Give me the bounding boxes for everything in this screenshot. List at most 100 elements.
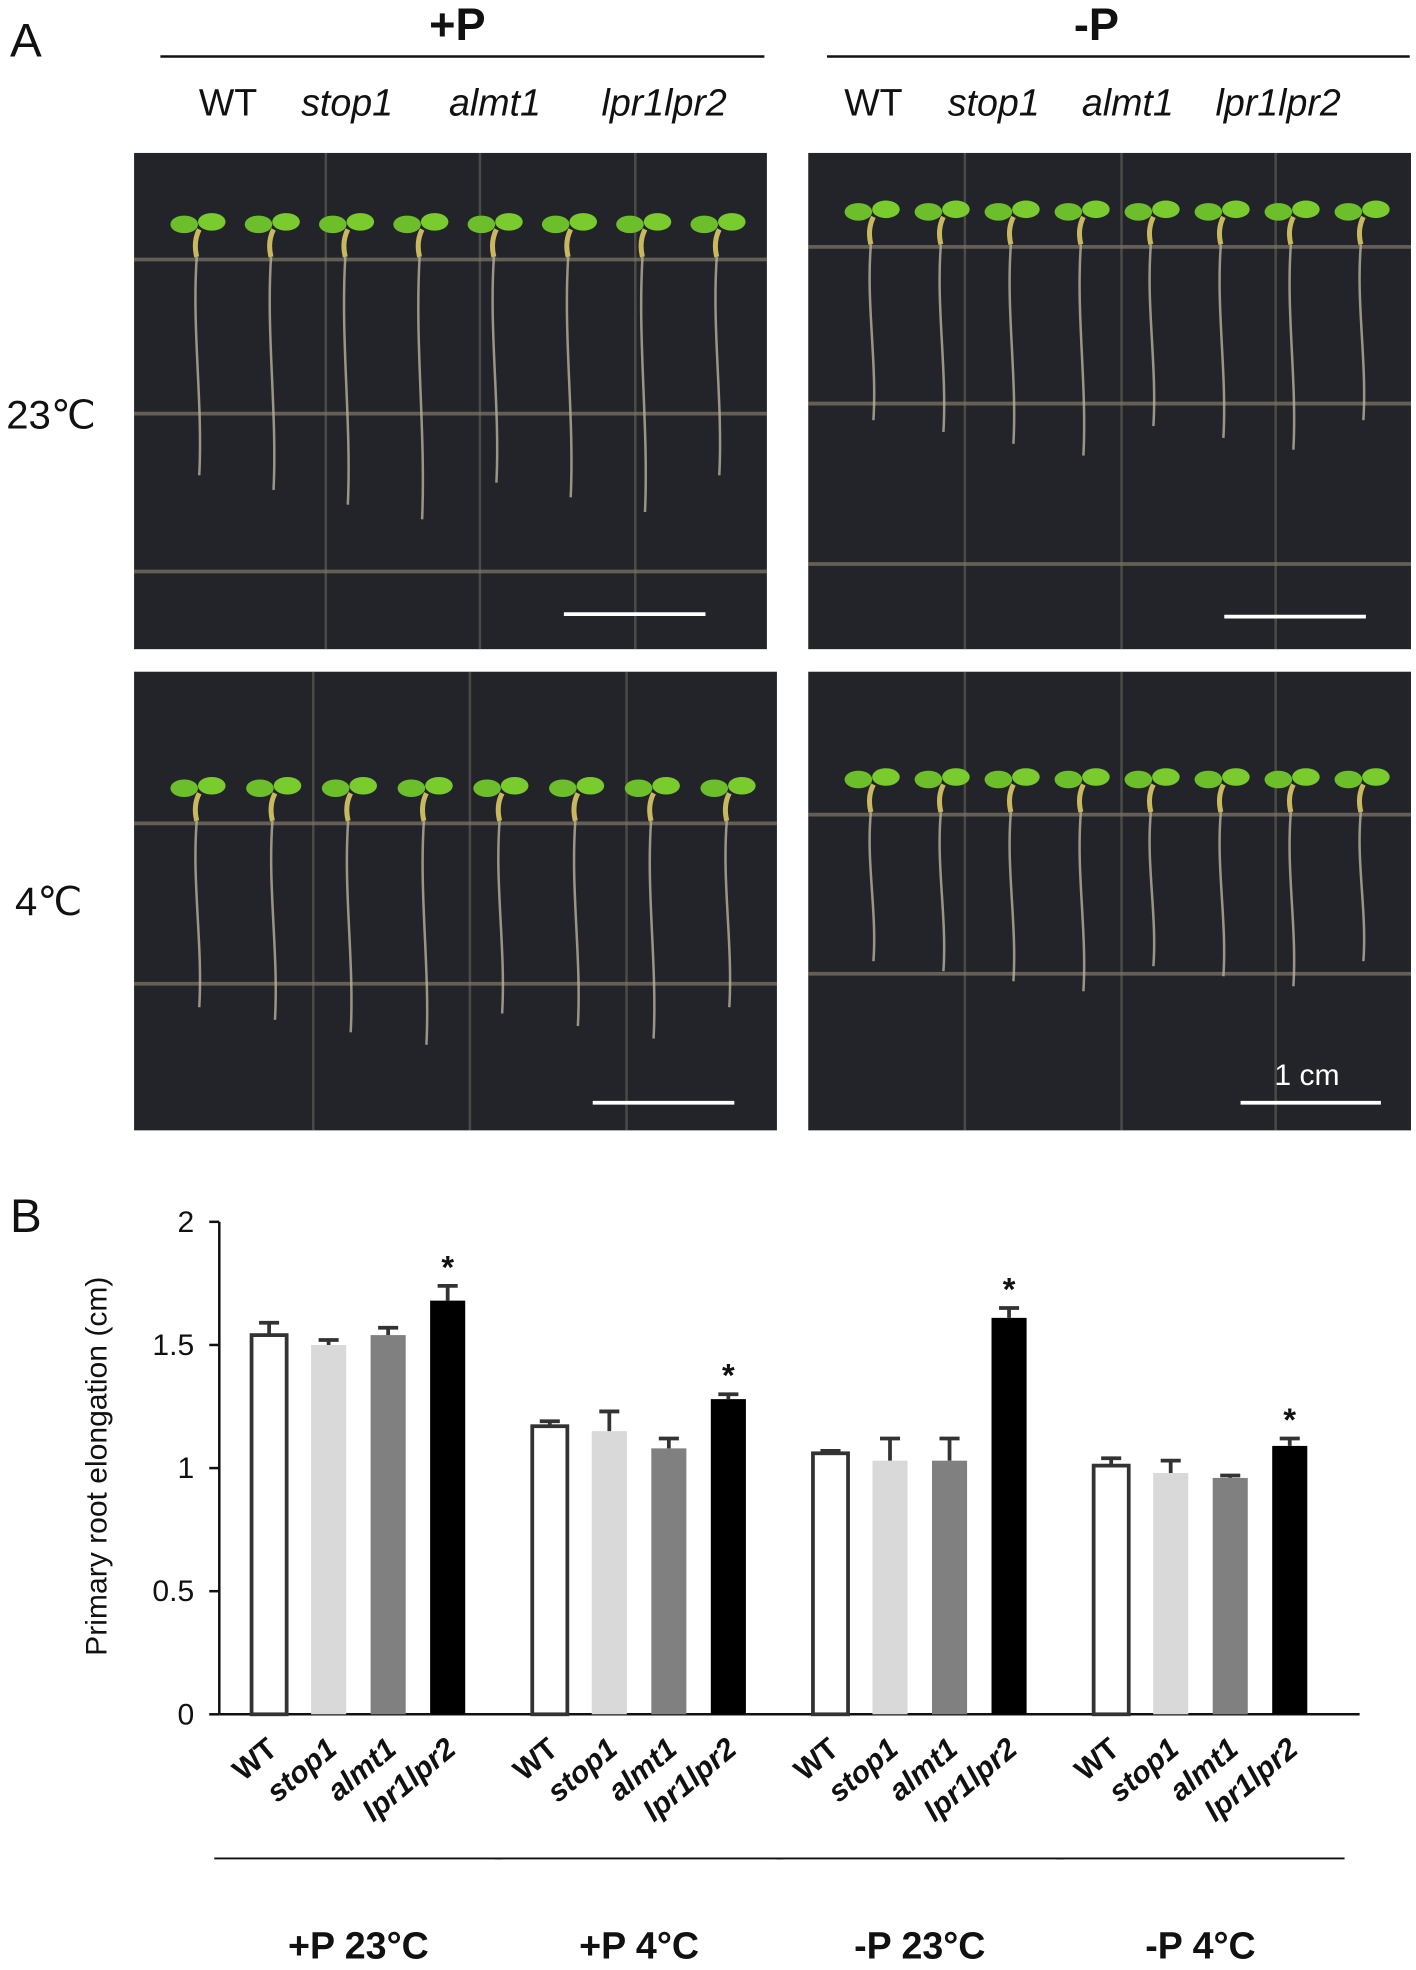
seedling-stem bbox=[1216, 783, 1226, 813]
error-bar bbox=[1160, 1458, 1181, 1473]
seedling-root bbox=[714, 256, 722, 476]
seedling-stem bbox=[936, 783, 946, 813]
seedling-leaf bbox=[1054, 770, 1083, 789]
seedling-leaf bbox=[690, 215, 719, 234]
y-tick-label: 1.5 bbox=[152, 1329, 194, 1362]
seedling-leaf bbox=[1082, 768, 1110, 786]
seedling-leaf bbox=[1152, 200, 1180, 219]
seedling-leaf bbox=[872, 768, 900, 786]
seedling-leaf bbox=[397, 779, 426, 798]
seedling-stem bbox=[415, 228, 425, 258]
seedling-root bbox=[268, 256, 276, 491]
seedling-root bbox=[1148, 811, 1156, 967]
seedling-stem bbox=[866, 783, 876, 813]
seedling-leaf bbox=[616, 215, 644, 234]
seedling-leaf bbox=[1362, 200, 1390, 219]
seedling-stem bbox=[647, 792, 656, 822]
error-bar bbox=[879, 1436, 901, 1461]
seedling-leaf bbox=[718, 213, 746, 231]
seedling-root bbox=[565, 256, 573, 498]
seedling-stem bbox=[495, 792, 505, 822]
seedling-leaf bbox=[1334, 203, 1363, 221]
seedling-root bbox=[1218, 811, 1226, 977]
seedling-root bbox=[1008, 244, 1016, 444]
y-axis-label: Primary root elongation (cm) bbox=[81, 1277, 114, 1656]
seedling-leaf bbox=[844, 770, 873, 789]
bar bbox=[530, 1424, 570, 1717]
seedling-leaf bbox=[984, 770, 1013, 789]
bar bbox=[710, 1399, 746, 1715]
seedling-root bbox=[345, 820, 353, 1033]
seedling-stem bbox=[638, 228, 648, 258]
genotype-label: stop1 bbox=[301, 81, 393, 123]
seedling-root bbox=[491, 256, 499, 483]
seedling-leaf bbox=[624, 779, 653, 798]
error-bar bbox=[437, 1283, 458, 1301]
scale-bar-label: 1 cm bbox=[1274, 1059, 1339, 1092]
x-tick-label: stop1 bbox=[1103, 1732, 1186, 1809]
seedling-stem bbox=[419, 792, 429, 822]
seedling-leaf bbox=[246, 779, 274, 798]
seedling-stem bbox=[936, 215, 946, 246]
genotype-label: stop1 bbox=[948, 81, 1040, 123]
seedling-stem bbox=[1356, 215, 1366, 246]
significance-mark: * bbox=[441, 1249, 454, 1285]
row-label: 4℃ bbox=[15, 880, 82, 924]
bar bbox=[651, 1448, 687, 1715]
seedling-leaf bbox=[1124, 203, 1153, 221]
seedling-stem bbox=[1286, 783, 1296, 813]
seedling-root bbox=[938, 811, 946, 972]
seedling-root bbox=[1078, 244, 1086, 456]
seedling-leaf bbox=[1012, 200, 1040, 219]
seedling-leaf bbox=[495, 213, 523, 231]
seedling-leaf bbox=[643, 213, 672, 231]
seedling-stem bbox=[1356, 783, 1366, 813]
seedling-leaf bbox=[321, 779, 350, 798]
seedling-leaf bbox=[569, 213, 598, 231]
seedling-root bbox=[1008, 811, 1016, 982]
seedling-leaf bbox=[652, 776, 680, 795]
seedling-stem bbox=[1146, 783, 1156, 813]
y-tick-label: 2 bbox=[177, 1206, 194, 1239]
seedling-stem bbox=[1076, 783, 1086, 813]
x-tick-label: stop1 bbox=[822, 1732, 905, 1809]
seedling-leaf bbox=[1194, 203, 1223, 221]
seedling-stem bbox=[1286, 215, 1296, 246]
seedling-leaf bbox=[170, 215, 198, 234]
seedling-stem bbox=[712, 228, 722, 258]
error-bar bbox=[658, 1436, 679, 1449]
significance-mark: * bbox=[722, 1358, 735, 1394]
error-bar bbox=[820, 1448, 841, 1454]
genotype-label: almt1 bbox=[1082, 81, 1174, 123]
x-tick-label: stop1 bbox=[541, 1732, 624, 1809]
genotype-label: WT bbox=[199, 81, 257, 123]
bar bbox=[931, 1460, 968, 1715]
seedling-stem bbox=[722, 792, 732, 822]
seedling-root bbox=[269, 820, 277, 1020]
seedling-leaf bbox=[420, 213, 449, 231]
seedling-leaf bbox=[170, 779, 198, 798]
seedling-root bbox=[724, 820, 732, 1008]
seedling-leaf bbox=[942, 200, 970, 219]
panel-label: A bbox=[10, 14, 42, 67]
seedling-root bbox=[421, 820, 429, 1045]
row-label: 23℃ bbox=[6, 394, 96, 438]
seedling-leaf bbox=[197, 776, 226, 795]
photo bbox=[134, 671, 777, 1131]
seedling-leaf bbox=[728, 776, 756, 795]
seedling-root bbox=[1218, 244, 1226, 438]
seedling-root bbox=[194, 256, 202, 476]
seedling-leaf bbox=[1362, 768, 1390, 786]
y-tick-label: 0 bbox=[177, 1698, 194, 1731]
y-tick-label: 1 bbox=[177, 1452, 194, 1485]
seedling-root bbox=[1358, 244, 1366, 421]
seedling-leaf bbox=[549, 779, 577, 798]
seedling-root bbox=[938, 244, 946, 433]
error-bar bbox=[1101, 1456, 1122, 1466]
seedling-stem bbox=[192, 792, 202, 822]
error-bar bbox=[318, 1338, 339, 1345]
seedling-leaf bbox=[319, 215, 347, 234]
seedling-stem bbox=[344, 792, 353, 822]
seedling-leaf bbox=[984, 203, 1013, 221]
bar bbox=[1212, 1477, 1248, 1715]
